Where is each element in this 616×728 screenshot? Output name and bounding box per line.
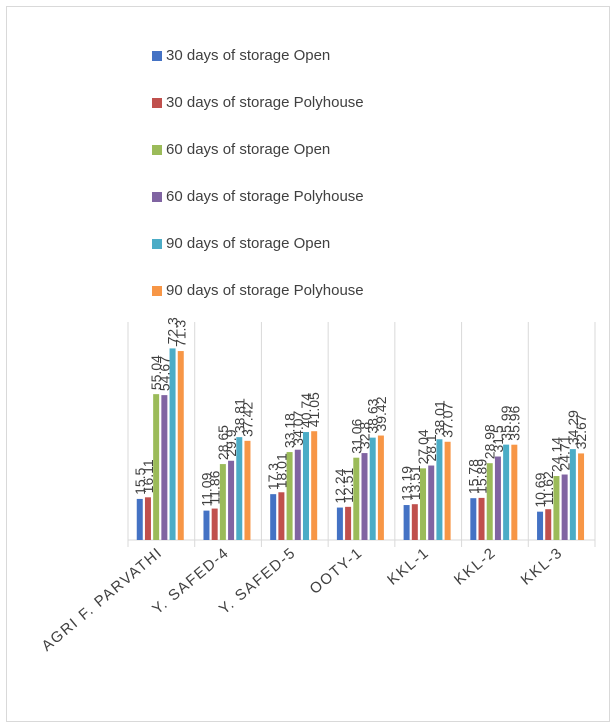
data-label: 13.51 [407,465,423,500]
data-label: 24.14 [548,437,564,472]
bar [294,449,301,540]
bar [494,456,501,540]
data-label: 71.3 [173,320,189,347]
bar [270,494,277,540]
legend-swatch [152,145,162,155]
bar [537,511,544,540]
bar [553,476,560,540]
data-label: 37.07 [440,403,456,438]
data-label: 28.98 [482,424,498,459]
data-label: 38.01 [431,400,447,435]
bar [219,464,226,540]
legend-label: 90 days of storage Polyhouse [166,282,364,299]
data-label: 18.01 [273,453,289,488]
bar [545,509,552,540]
bar [144,497,151,540]
bar [403,505,410,540]
data-label: 13.19 [399,466,415,501]
bar [444,441,451,540]
data-label: 12.24 [332,468,348,503]
bar [336,507,343,540]
bar [177,351,184,540]
data-label: 39.42 [373,396,389,431]
data-label: 27.04 [415,429,431,464]
legend-swatch [152,98,162,108]
data-label: 32.8 [357,422,373,449]
bar [470,498,477,540]
legend-label: 60 days of storage Polyhouse [166,188,364,205]
bar [353,457,360,540]
data-label: 31.06 [348,418,364,453]
legend-swatch [152,239,162,249]
data-label: 32.67 [573,414,589,449]
data-label: 35.99 [498,405,514,440]
chart-frame [6,6,610,722]
data-label: 34.07 [290,410,306,445]
bar [228,460,235,540]
data-label: 12.51 [340,468,356,503]
data-label: 33.18 [282,413,298,448]
data-label: 15.5 [132,467,148,494]
bar [236,437,243,540]
legend-label: 90 days of storage Open [166,235,330,252]
bar [478,497,485,540]
bar [136,498,143,540]
data-label: 15.78 [465,459,481,494]
data-label: 24.71 [557,435,573,470]
bar [569,449,576,540]
data-label: 15.89 [474,459,490,494]
legend-label: 60 days of storage Open [166,141,330,158]
bar [244,440,251,540]
data-label: 31.5 [490,425,506,452]
data-label: 17.3 [265,463,281,490]
bar [503,444,510,540]
data-label: 38.63 [365,398,381,433]
data-label: 28.65 [215,425,231,460]
data-label: 11.86 [207,470,223,504]
bar [211,508,218,540]
legend-label: 30 days of storage Open [166,47,330,64]
bar [369,437,376,540]
bar [153,394,160,540]
bar [578,453,585,540]
data-label: 41.05 [306,392,322,427]
bar [561,474,568,540]
bar [420,468,427,540]
data-label: 54.67 [156,356,172,391]
legend-swatch [152,192,162,202]
bar [311,431,318,540]
legend-label: 30 days of storage Polyhouse [166,94,364,111]
data-label: 72.3 [165,317,181,344]
data-label: 35.96 [506,405,522,440]
legend-swatch [152,51,162,61]
bar [428,465,435,540]
data-label: 40.74 [298,393,314,428]
data-label: 10.69 [532,472,548,507]
bar [486,463,493,540]
bar [361,453,368,540]
bar [345,506,352,540]
data-label: 28.1 [423,434,439,461]
bar [161,395,168,540]
data-label: 29.9 [223,429,239,456]
data-label: 16.11 [140,459,156,493]
data-label: 55.04 [148,355,164,390]
data-label: 37.42 [239,402,255,437]
bar [511,444,518,540]
bar [203,510,210,540]
bar [377,435,384,540]
data-label: 11.62 [540,471,556,505]
bar [169,348,176,540]
data-label: 11.09 [198,472,214,506]
bar [436,439,443,540]
legend-swatch [152,286,162,296]
data-label: 38.81 [231,398,247,433]
data-label: 34.29 [565,410,581,445]
bar [302,432,309,540]
bar [411,504,418,540]
bar [286,452,293,540]
bar [278,492,285,540]
